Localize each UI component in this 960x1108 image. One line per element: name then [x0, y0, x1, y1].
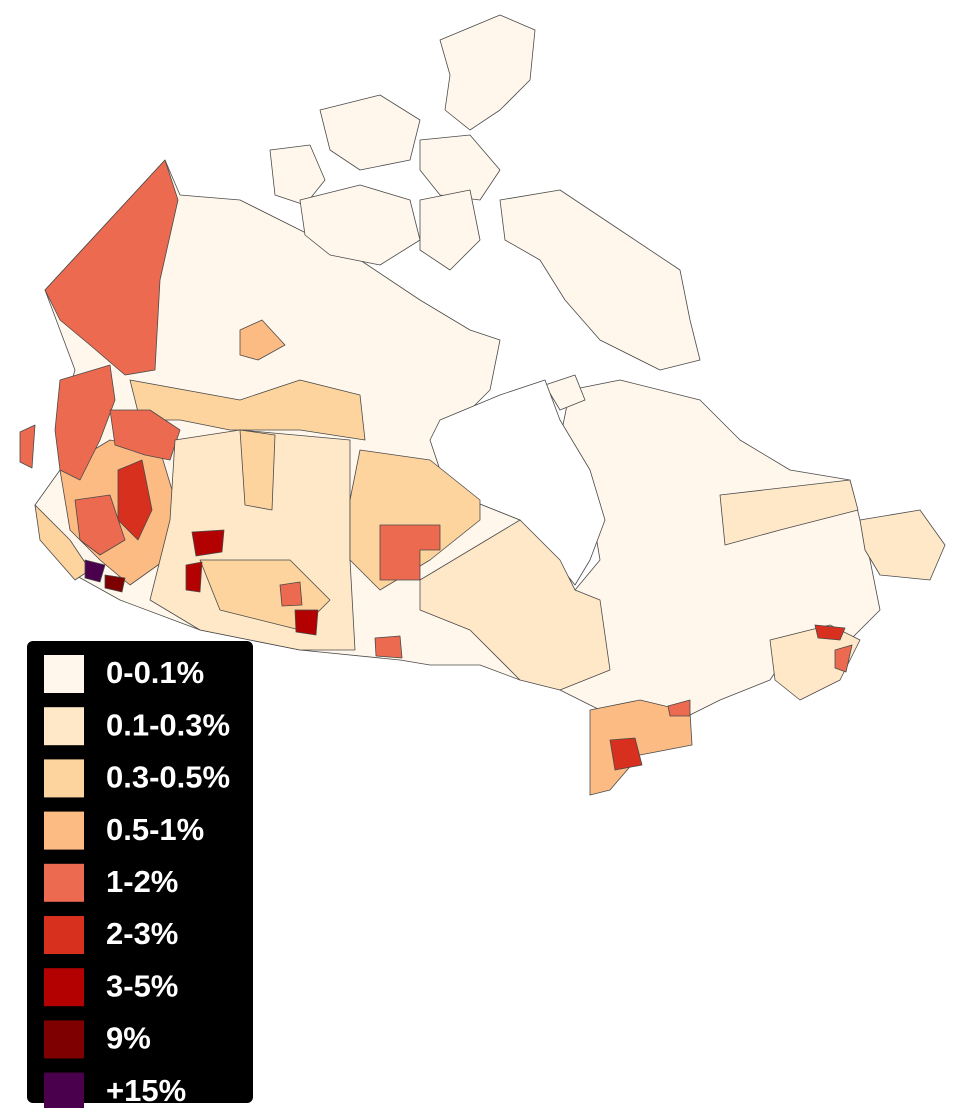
region [74, 494, 126, 556]
region [299, 184, 421, 266]
region [769, 624, 861, 701]
region [374, 635, 403, 659]
region [719, 479, 859, 546]
region [499, 189, 701, 371]
legend-swatch [44, 707, 84, 746]
region [34, 504, 91, 581]
legend-label: 0.5-1% [106, 812, 204, 847]
map-regions [19, 14, 946, 796]
region [269, 144, 326, 206]
legend-label: 2-3% [106, 916, 178, 951]
region [419, 519, 611, 691]
region [667, 699, 691, 717]
region [439, 14, 536, 131]
legend: 0-0.1% 0.1-0.3% 0.3-0.5% 0.5-1% 1-2% 2-3% 3-5%… [27, 641, 253, 1108]
region [834, 644, 853, 673]
region [44, 159, 179, 376]
legend-swatch [44, 759, 84, 798]
region [419, 189, 481, 271]
region [54, 364, 116, 481]
region [279, 581, 303, 607]
region [319, 94, 421, 171]
legend-label: 0-0.1% [106, 655, 204, 690]
region [544, 374, 586, 411]
legend-label: +15% [106, 1073, 186, 1108]
region [84, 559, 106, 583]
legend-swatch [44, 968, 84, 1007]
region [419, 134, 501, 201]
legend-label: 0.1-0.3% [106, 707, 230, 742]
legend-swatch [44, 916, 84, 954]
legend-swatch [44, 655, 84, 693]
region [117, 459, 153, 541]
region [589, 699, 693, 796]
legend-label: 9% [106, 1021, 151, 1056]
region [294, 609, 319, 636]
region [19, 424, 36, 469]
region [379, 524, 441, 581]
region [104, 574, 126, 593]
region [185, 561, 203, 593]
region [609, 737, 643, 771]
region [859, 509, 946, 581]
region [239, 429, 276, 511]
region [191, 529, 225, 557]
legend-swatch [44, 1072, 84, 1108]
region [109, 409, 181, 461]
legend-swatch [44, 811, 84, 850]
region [814, 624, 846, 641]
region [239, 319, 286, 361]
legend-swatch [44, 1020, 84, 1059]
legend-label: 3-5% [106, 968, 178, 1003]
legend-label: 1-2% [106, 864, 178, 899]
legend-swatch [44, 863, 84, 902]
legend-label: 0.3-0.5% [106, 760, 230, 795]
